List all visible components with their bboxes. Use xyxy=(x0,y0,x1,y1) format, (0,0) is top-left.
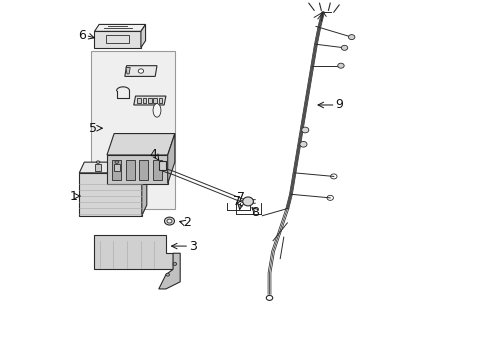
Ellipse shape xyxy=(96,161,100,163)
Ellipse shape xyxy=(242,197,253,206)
Bar xyxy=(139,160,148,180)
Bar xyxy=(91,51,175,208)
Polygon shape xyxy=(79,162,146,173)
Bar xyxy=(159,161,165,170)
Bar xyxy=(106,35,129,43)
Text: 4: 4 xyxy=(149,148,157,162)
Text: 5: 5 xyxy=(88,122,97,135)
Text: 7: 7 xyxy=(237,192,244,204)
Ellipse shape xyxy=(301,127,308,133)
Ellipse shape xyxy=(164,217,174,225)
Bar xyxy=(114,163,120,171)
Polygon shape xyxy=(107,155,167,184)
Bar xyxy=(148,98,151,103)
Ellipse shape xyxy=(337,63,344,68)
Bar xyxy=(112,160,121,180)
Polygon shape xyxy=(107,134,175,155)
Polygon shape xyxy=(124,66,157,76)
Polygon shape xyxy=(79,173,142,216)
Polygon shape xyxy=(141,24,145,48)
Polygon shape xyxy=(159,253,180,289)
Ellipse shape xyxy=(299,141,306,147)
Polygon shape xyxy=(167,134,175,184)
Text: 8: 8 xyxy=(251,206,259,219)
Text: 2: 2 xyxy=(183,216,191,229)
Bar xyxy=(142,98,146,103)
Bar xyxy=(153,160,162,180)
Ellipse shape xyxy=(166,219,172,223)
Bar xyxy=(125,160,135,180)
Polygon shape xyxy=(125,67,130,74)
Polygon shape xyxy=(94,24,145,31)
Bar xyxy=(95,163,101,171)
Bar xyxy=(153,98,157,103)
Bar xyxy=(137,98,141,103)
Text: 7: 7 xyxy=(233,195,241,208)
Ellipse shape xyxy=(173,262,176,265)
Ellipse shape xyxy=(348,35,354,40)
Polygon shape xyxy=(142,162,146,216)
Polygon shape xyxy=(94,31,141,48)
Polygon shape xyxy=(134,96,165,105)
Polygon shape xyxy=(94,235,173,269)
Ellipse shape xyxy=(115,161,118,163)
Bar xyxy=(159,98,162,103)
Ellipse shape xyxy=(341,45,347,50)
Text: 9: 9 xyxy=(335,99,343,112)
Ellipse shape xyxy=(165,273,169,276)
Text: 3: 3 xyxy=(188,240,196,253)
Ellipse shape xyxy=(153,104,161,117)
Ellipse shape xyxy=(138,69,143,73)
Text: 1: 1 xyxy=(70,190,78,203)
Text: 6: 6 xyxy=(78,29,86,42)
